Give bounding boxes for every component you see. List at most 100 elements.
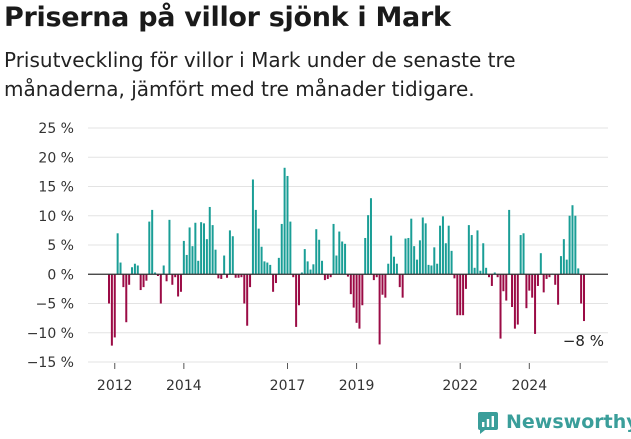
bar	[346, 274, 349, 277]
bar	[470, 235, 473, 275]
bar	[531, 274, 534, 298]
bar	[203, 223, 205, 275]
bar	[519, 235, 522, 275]
bar	[393, 256, 395, 275]
bar	[493, 272, 496, 275]
bar	[499, 274, 502, 339]
bar	[214, 249, 217, 275]
bar	[473, 267, 476, 275]
newsworthy-logo-icon	[478, 412, 498, 434]
bar	[421, 217, 424, 275]
bar	[323, 274, 326, 281]
bar	[418, 240, 421, 275]
bar	[416, 259, 419, 275]
annotation-group: −8 %	[563, 332, 604, 350]
bar	[154, 272, 157, 275]
bar	[234, 274, 237, 278]
bar	[528, 274, 531, 291]
bar	[309, 269, 312, 275]
bar	[364, 237, 367, 275]
bar	[511, 274, 514, 308]
bar	[450, 250, 453, 275]
bar	[168, 219, 171, 275]
chart-subtitle: Prisutveckling för villor i Mark under d…	[4, 48, 516, 101]
bar	[488, 274, 490, 278]
bar	[125, 274, 128, 323]
bar	[136, 265, 139, 275]
bar	[208, 206, 211, 275]
bar	[226, 274, 229, 278]
bar	[502, 274, 505, 292]
bar	[410, 218, 413, 275]
y-tick-label: 10 %	[38, 209, 74, 225]
x-tick-label: 2024	[511, 378, 547, 394]
bar	[326, 274, 329, 279]
y-tick-label: 20 %	[38, 150, 74, 166]
bar	[197, 260, 200, 275]
bar	[300, 272, 303, 275]
y-tick-label: −10 %	[27, 326, 74, 342]
bar	[177, 274, 180, 297]
x-tick-label: 2017	[270, 378, 306, 394]
bar	[148, 221, 151, 275]
bar	[286, 175, 289, 275]
bar	[557, 274, 560, 305]
bar	[545, 274, 548, 279]
bar	[462, 274, 465, 316]
bar	[464, 274, 467, 289]
bar	[251, 179, 254, 275]
bar	[249, 274, 252, 288]
bar	[390, 235, 393, 275]
bar	[272, 274, 275, 292]
bar	[456, 274, 459, 316]
bar	[344, 243, 347, 275]
bar	[174, 274, 177, 278]
bar	[427, 264, 430, 275]
y-tick-label: 25 %	[38, 121, 74, 137]
bar	[280, 223, 283, 275]
bar	[289, 221, 292, 275]
x-tick-label: 2019	[339, 378, 375, 394]
bar	[568, 215, 571, 275]
bar	[539, 253, 542, 275]
bar	[315, 229, 318, 275]
bar	[496, 274, 499, 278]
bar	[277, 257, 280, 275]
bar	[447, 225, 450, 275]
bar	[577, 268, 580, 275]
y-tick-label: −15 %	[27, 355, 74, 371]
bar	[378, 274, 381, 345]
bar	[482, 243, 485, 275]
x-tick-label: 2014	[166, 378, 202, 394]
bar	[185, 254, 188, 275]
bar	[387, 263, 390, 275]
bar	[257, 228, 260, 275]
bar	[476, 230, 479, 275]
bar	[439, 225, 442, 275]
bar	[139, 274, 142, 291]
bar	[358, 274, 361, 329]
bar	[254, 209, 257, 275]
bar	[133, 263, 136, 275]
last-value-label: −8 %	[563, 332, 604, 350]
bar	[119, 262, 122, 275]
y-tick-label: 5 %	[47, 238, 74, 254]
bar	[516, 274, 519, 325]
bar	[142, 274, 145, 288]
bar	[260, 246, 263, 275]
bar-series	[108, 167, 585, 346]
bar	[191, 246, 194, 275]
bar	[580, 274, 583, 304]
bar	[162, 265, 165, 275]
y-tick-label: 0 %	[47, 267, 74, 283]
bar	[554, 274, 557, 285]
bar	[217, 274, 220, 279]
bar	[231, 236, 234, 275]
brand: Newsworthy	[476, 407, 631, 437]
bar	[188, 227, 191, 275]
bar	[263, 261, 266, 275]
bar	[583, 274, 585, 322]
bar	[295, 274, 298, 327]
bar	[562, 239, 565, 275]
bar	[182, 240, 185, 275]
